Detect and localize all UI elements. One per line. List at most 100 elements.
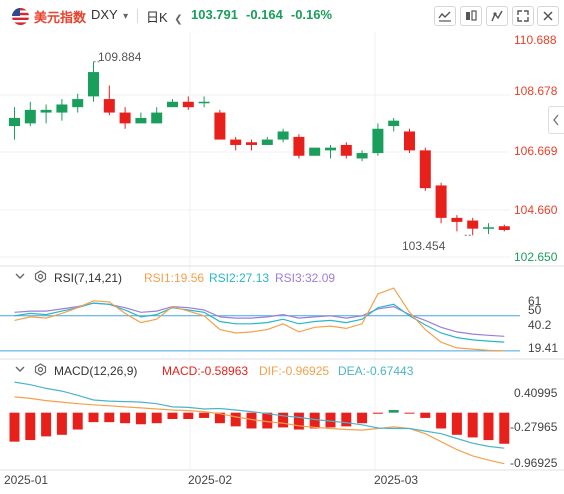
indicator-icon	[466, 10, 477, 21]
macd-bar	[293, 412, 304, 430]
candle-body	[103, 99, 115, 113]
indicator-settings-icon[interactable]	[34, 270, 47, 286]
macd-bar	[499, 412, 510, 444]
grid	[0, 32, 564, 471]
rsi-lines	[0, 287, 520, 352]
dea-line	[14, 381, 505, 449]
collapse-icon[interactable]	[14, 270, 26, 285]
date-tick: 2025-02	[188, 473, 233, 487]
rsi-tick: 61	[528, 294, 542, 308]
macd-bar	[278, 412, 289, 428]
candle-body	[40, 109, 52, 113]
macd-bar	[483, 412, 494, 441]
macd-label: MACD(12,26,9)	[54, 364, 138, 378]
macd-bar	[325, 412, 336, 428]
candle-body	[72, 99, 84, 108]
settings-button[interactable]	[537, 6, 559, 26]
rsi3-value: RSI3:32.09	[275, 271, 336, 285]
index-name: 美元指数	[34, 10, 87, 25]
period-select[interactable]: 日K ❮	[146, 7, 183, 26]
date-tick: 2025-01	[4, 473, 49, 487]
price-tick: 110.688	[514, 33, 557, 47]
candle-body	[246, 142, 257, 145]
fullscreen-button[interactable]	[512, 6, 534, 26]
macd-bar	[467, 412, 478, 438]
rsi-tick: 40.2	[528, 318, 552, 332]
macd-value: MACD:-0.58963	[162, 364, 249, 378]
macd-bar	[262, 412, 273, 429]
rsi1-value: RSI1:19.56	[144, 271, 205, 285]
draw-line-icon	[438, 11, 451, 22]
chevron-down-icon: ▾	[123, 11, 129, 22]
top-bar: 美元指数 DXY ▾ 日K ❮ 103.791 -0.164 -0.16%	[0, 0, 564, 32]
ticker-label: DXY	[91, 7, 118, 22]
macd-bar	[167, 412, 178, 419]
dif-value: DIF:-0.96925	[259, 364, 330, 378]
macd-plot	[9, 381, 510, 465]
us-flag-icon	[12, 8, 29, 25]
last-price: 103.791	[191, 7, 238, 22]
macd-bar	[183, 412, 194, 419]
macd-bar	[104, 412, 115, 423]
candle-body	[498, 226, 510, 231]
price-tick: 108.678	[514, 84, 558, 98]
chevron-left-icon: ❮	[174, 14, 183, 25]
candle-body	[293, 136, 305, 156]
macd-header: MACD(12,26,9) MACD:-0.58963 DIF:-0.96925…	[0, 361, 564, 381]
macd-bar	[214, 412, 225, 424]
candle-body	[325, 147, 336, 151]
macd-bar	[436, 412, 447, 429]
price-stats: 103.791 -0.164 -0.16%	[191, 7, 340, 22]
indicator-settings-icon[interactable]	[34, 363, 47, 379]
min-price-label: 103.454	[402, 239, 446, 253]
price-candles	[9, 61, 510, 236]
dea-value: DEA:-0.67443	[338, 364, 414, 378]
macd-bar	[199, 412, 210, 418]
drawing-tools-button[interactable]	[486, 6, 508, 26]
macd-bar	[388, 410, 399, 413]
candle-body	[182, 101, 194, 108]
macd-bar	[41, 412, 52, 437]
macd-bar	[309, 412, 320, 429]
macd-bar	[88, 412, 99, 423]
macd-bar	[9, 412, 20, 442]
dif-line	[14, 396, 505, 465]
candle-body	[24, 109, 36, 124]
collapse-icon[interactable]	[14, 363, 26, 378]
period-label: 日K	[146, 10, 168, 25]
candle-body	[435, 185, 447, 218]
macd-bar	[341, 412, 352, 427]
drawing-tools-icon	[491, 10, 503, 22]
collapse-panel-button[interactable]	[548, 106, 564, 134]
macd-tick: -0.96925	[510, 456, 558, 470]
draw-line-button[interactable]	[434, 6, 456, 26]
candle-body	[419, 150, 431, 189]
rsi-header: RSI(7,14,21) RSI1:19.56 RSI2:27.13 RSI3:…	[0, 268, 564, 288]
chevron-left-icon	[553, 114, 559, 126]
candle-body	[467, 220, 479, 229]
macd-bar	[420, 412, 431, 418]
macd-bar	[56, 412, 67, 435]
indicator-button[interactable]	[460, 6, 482, 26]
macd-bar	[72, 412, 83, 430]
rsi-series-line	[14, 302, 505, 343]
candle-body	[56, 104, 68, 113]
rsi-series-line	[14, 287, 505, 352]
macd-tick: -0.27965	[510, 420, 558, 434]
macd-bar	[25, 412, 36, 441]
macd-bar	[404, 412, 415, 414]
rsi2-value: RSI2:27.13	[209, 271, 270, 285]
price-tick: 106.669	[514, 144, 558, 158]
macd-bar	[357, 412, 368, 424]
rsi-label: RSI(7,14,21)	[54, 271, 123, 285]
candle-body	[198, 101, 210, 104]
candle-body	[151, 112, 163, 124]
candle-body	[483, 227, 494, 229]
price-change: -0.164	[246, 7, 283, 22]
macd-bar	[451, 412, 462, 435]
ticker-select[interactable]: DXY ▾	[91, 7, 128, 22]
max-price-label: 109.884	[98, 50, 142, 64]
price-tick: 104.660	[514, 203, 558, 217]
candle-body	[230, 139, 242, 145]
